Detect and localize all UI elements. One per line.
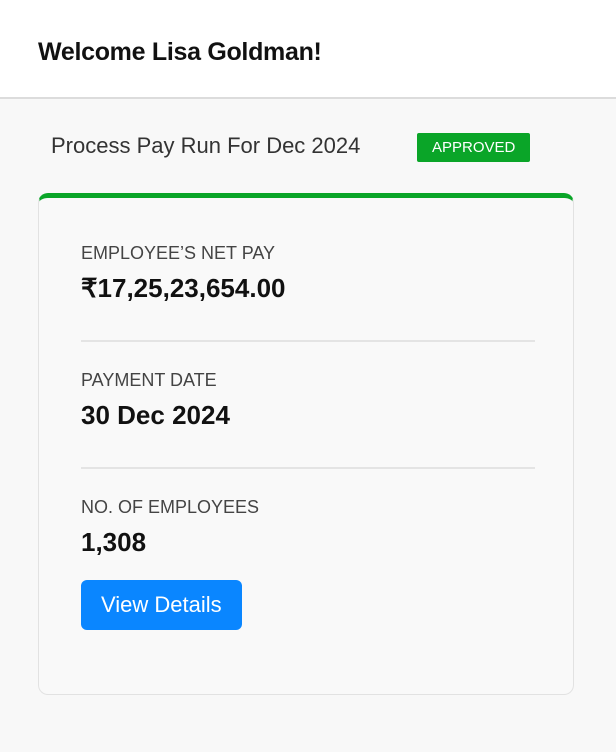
pay-run-title: Process Pay Run For Dec 2024 — [51, 133, 361, 158]
divider — [81, 467, 535, 469]
pay-run-row: Process Pay Run For Dec 2024 APPROVED — [51, 133, 616, 162]
view-details-button[interactable]: View Details — [81, 580, 242, 630]
net-pay-value: ₹17,25,23,654.00 — [81, 273, 286, 303]
status-badge: APPROVED — [417, 133, 531, 162]
welcome-title: Welcome Lisa Goldman! — [38, 38, 322, 66]
header: Welcome Lisa Goldman! — [0, 0, 616, 99]
net-pay-label: EMPLOYEE’S NET PAY — [81, 243, 276, 263]
pay-run-card: EMPLOYEE’S NET PAY ₹17,25,23,654.00 PAYM… — [38, 193, 574, 695]
employees-label: NO. OF EMPLOYEES — [81, 497, 260, 517]
employees-value: 1,308 — [81, 527, 147, 557]
payment-date-label: PAYMENT DATE — [81, 370, 217, 390]
payment-date-value: 30 Dec 2024 — [81, 400, 230, 430]
divider — [81, 340, 535, 342]
